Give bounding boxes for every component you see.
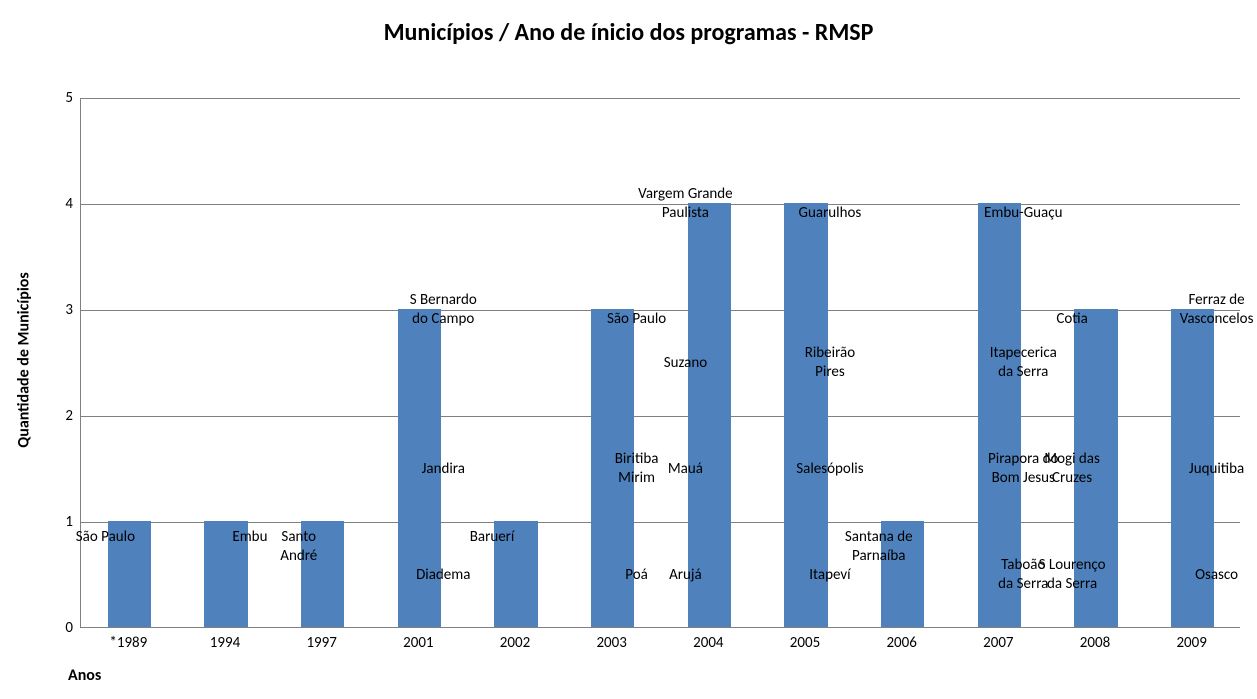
bar-data-label: Itapecerica da Serra [963,344,1083,382]
x-tick-label: 2006 [886,634,916,652]
bar-data-label: Itapeví [770,566,890,585]
bar-data-label: Osasco [1157,566,1257,585]
bar-data-label: São Paulo [45,528,165,547]
x-tick-label: 1994 [210,634,240,652]
bar-data-label: S Lourenço da Serra [1012,556,1132,594]
plot-area: São PauloEmbuSanto AndréS Bernardo do Ca… [80,98,1240,628]
y-axis-title: Quantidade de Municípios [15,272,34,447]
x-axis-title: Anos [68,666,101,685]
x-tick-label: *1989 [109,634,147,652]
chart-container: Municípios / Ano de ínicio dos programas… [0,0,1257,699]
bar-data-label: Juquitiba [1157,460,1257,479]
bar-data-label: Ferraz de Vasconcelos [1157,291,1257,329]
y-tick-label: 4 [65,195,73,213]
x-tick-label: 2009 [1176,634,1206,652]
bar-data-label: Arujá [625,566,745,585]
bar-data-label: Mogi das Cruzes [1012,450,1132,488]
x-tick-label: 2001 [403,634,433,652]
bar-data-label: S Bernardo do Campo [383,291,503,329]
bar-data-label: Santo André [239,528,359,566]
y-tick-label: 3 [65,301,73,319]
bar-data-label: Santana de Parnaíba [819,528,939,566]
bar-data-label: Ribeirão Pires [770,344,890,382]
x-tick-label: 2007 [983,634,1013,652]
x-tick-label: 1997 [306,634,336,652]
x-tick-label: 2002 [500,634,530,652]
bar-data-label: Salesópolis [770,460,890,479]
bar-data-label: Vargem Grande Paulista [625,185,745,223]
bar-data-label: Embu-Guaçu [963,204,1083,223]
gridline [81,416,1240,417]
bar-data-label: Guarulhos [770,204,890,223]
chart-title: Municípios / Ano de ínicio dos programas… [0,18,1257,47]
bar-data-label: Cotia [1012,310,1132,329]
gridline [81,98,1240,99]
bar-data-label: Suzano [625,354,745,373]
bar-data-label: São Paulo [577,310,697,329]
x-tick-label: 2005 [790,634,820,652]
y-tick-label: 5 [65,89,73,107]
bar-data-label: Jandira [383,460,503,479]
bar-data-label: Diadema [383,566,503,585]
y-tick-label: 2 [65,407,73,425]
bar [688,203,732,627]
x-tick-label: 2004 [693,634,723,652]
gridline [81,522,1240,523]
bar-data-label: Mauá [625,460,745,479]
y-tick-label: 1 [65,513,73,531]
bar-data-label: Baruerí [432,528,552,547]
y-tick-label: 0 [65,619,73,637]
x-tick-label: 2008 [1080,634,1110,652]
x-tick-label: 2003 [596,634,626,652]
